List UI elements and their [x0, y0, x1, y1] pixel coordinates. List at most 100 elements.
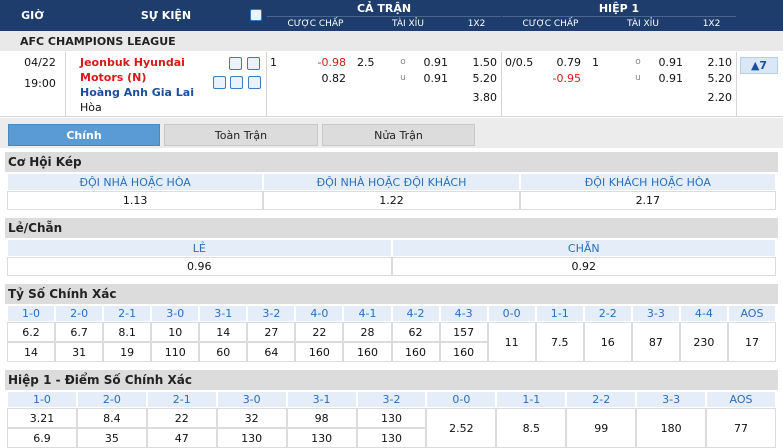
odds-cell: 7.5: [535, 322, 584, 362]
tab[interactable]: Toàn Trận: [164, 124, 318, 146]
handicap-odds: 0.79: [556, 55, 582, 69]
odds-cell: 11: [487, 322, 536, 362]
league-name: AFC CHAMPIONS LEAGUE: [17, 31, 317, 51]
odds-cell: 28: [343, 322, 392, 342]
ou-mark: o: [635, 56, 641, 67]
odds-cell: 1.22: [263, 191, 520, 210]
star-icon[interactable]: [250, 9, 262, 21]
event-header: SỰ KIỆN: [66, 0, 266, 31]
ou-line: 2.5: [357, 55, 375, 69]
column-header: 4-0: [295, 305, 344, 322]
odds-cell: 0.96: [7, 257, 392, 276]
odds-cell: 32: [216, 408, 287, 428]
sub-header: TÀI XỈU: [364, 16, 452, 31]
tab[interactable]: Nửa Trận: [322, 124, 475, 146]
odds-cell: 98: [286, 408, 357, 428]
odds-cell: 14: [199, 322, 248, 342]
odds-cell: 10: [151, 322, 200, 342]
1x2-odds: 2.10: [707, 55, 733, 69]
odds-cell: 60: [199, 342, 248, 362]
odds-cell: 160: [439, 342, 488, 362]
date: 04/22: [24, 55, 56, 69]
odds-cell: 160: [343, 342, 392, 362]
ou-mark: u: [635, 72, 641, 83]
section-title: Lẻ/Chẵn: [5, 218, 778, 238]
odds-cell: 8.4: [76, 408, 147, 428]
odds-cell: 64: [247, 342, 296, 362]
section-title: Cơ Hội Kép: [5, 152, 778, 172]
column-header: 3-2: [356, 391, 427, 408]
handicap-odds: 0.82: [321, 71, 347, 85]
odds-cell: 130: [356, 408, 427, 428]
column-header: 0-0: [487, 305, 536, 322]
odds-cell: 130: [356, 428, 427, 448]
column-header: 3-1: [199, 305, 248, 322]
event-icon[interactable]: [248, 76, 261, 89]
odds-cell: 8.5: [496, 408, 567, 448]
odds-cell: 110: [151, 342, 200, 362]
ou-odds: 0.91: [658, 55, 684, 69]
column-header: ĐỘI KHÁCH HOẶC HÒA: [519, 173, 776, 191]
odds-cell: 160: [295, 342, 344, 362]
column-header: 3-2: [247, 305, 296, 322]
odds-cell: 3.21: [7, 408, 77, 428]
odds-cell: 99: [566, 408, 637, 448]
time-header: GIỜ: [0, 0, 65, 31]
odds-cell: 160: [391, 342, 440, 362]
odds-cell: 16: [583, 322, 632, 362]
odds-cell: 2.52: [426, 408, 497, 448]
sub-header: TÀI XỈU: [599, 16, 687, 31]
event-icon[interactable]: [229, 57, 242, 70]
1x2-odds: 5.20: [472, 71, 498, 85]
column-header: 1-1: [496, 391, 567, 408]
column-header: 1-1: [535, 305, 584, 322]
column-header: ĐỘI NHÀ HOẶC ĐỘI KHÁCH: [263, 173, 520, 191]
event-icon[interactable]: [247, 57, 260, 70]
odds-cell: 230: [679, 322, 728, 362]
tab[interactable]: Chính: [8, 124, 160, 146]
column-header: AOS: [727, 305, 776, 322]
odds-cell: 130: [286, 428, 357, 448]
odds-cell: 2.17: [519, 191, 776, 210]
odds-cell: 27: [247, 322, 296, 342]
odds-cell: 6.9: [7, 428, 77, 448]
odds-cell: 77: [706, 408, 776, 448]
sub-header: 1X2: [452, 16, 501, 31]
away-team: Hoàng Anh Gia Lai: [80, 85, 194, 99]
1x2-odds: 2.20: [707, 90, 733, 104]
column-header: 4-3: [439, 305, 488, 322]
odds-cell: 130: [216, 428, 287, 448]
event-icon[interactable]: [213, 76, 226, 89]
odds-cell: 0.92: [391, 257, 776, 276]
handicap-line: 0/0.5: [505, 55, 534, 69]
more-button[interactable]: ▲7: [740, 57, 778, 74]
odds-cell: 19: [103, 342, 152, 362]
column-header: 2-2: [566, 391, 637, 408]
column-header: 4-1: [343, 305, 392, 322]
column-header: 3-1: [286, 391, 357, 408]
divider: [501, 52, 502, 116]
odds-cell: 22: [295, 322, 344, 342]
sub-header: CƯỢC CHẤP: [502, 16, 599, 31]
column-header: 2-1: [146, 391, 217, 408]
column-header: AOS: [706, 391, 776, 408]
column-header: 2-2: [583, 305, 632, 322]
odds-cell: 62: [391, 322, 440, 342]
time: 19:00: [24, 76, 56, 90]
column-header: 2-0: [55, 305, 104, 322]
sub-header: 1X2: [687, 16, 736, 31]
half-header: HIỆP 1: [502, 0, 736, 16]
column-header: 3-0: [216, 391, 287, 408]
event-icon[interactable]: [230, 76, 243, 89]
odds-cell: 6.2: [7, 322, 56, 342]
section-title: Tỷ Số Chính Xác: [5, 284, 778, 304]
odds-cell: 47: [146, 428, 217, 448]
handicap-line: 1: [270, 55, 277, 69]
odds-cell: 180: [636, 408, 707, 448]
ou-odds: 0.91: [423, 71, 449, 85]
column-header: 3-0: [151, 305, 200, 322]
column-header: ĐỘI NHÀ HOẶC HÒA: [7, 173, 264, 191]
odds-cell: 31: [55, 342, 104, 362]
column-header: 3-3: [636, 391, 707, 408]
